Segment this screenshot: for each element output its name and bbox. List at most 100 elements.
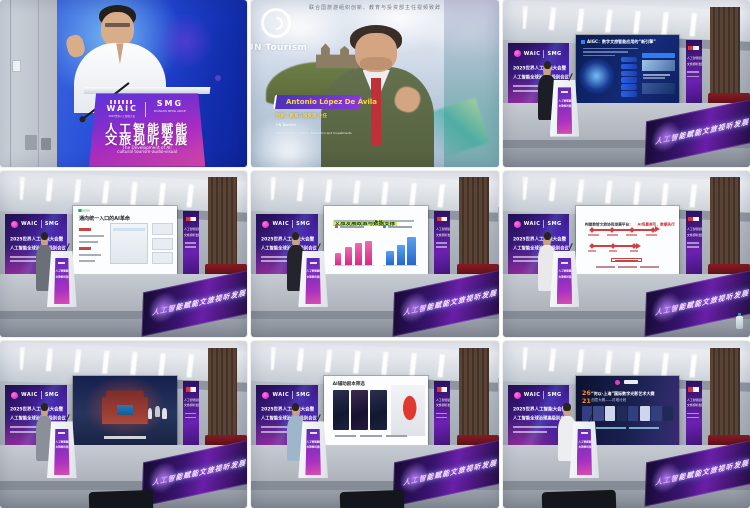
slide-title-accent: AI场景牵引、数据先行	[637, 221, 675, 227]
side-banner-line2: 文旅视听发展	[184, 403, 199, 407]
wall-subtext-bar	[261, 260, 296, 263]
text-bar	[333, 220, 376, 222]
bar	[396, 245, 405, 265]
speaker-title-en: Director of Innovation, Education and In…	[276, 130, 352, 135]
wall-title-line1: 2025世界人工智能大会暨	[512, 237, 566, 243]
robot-figure	[147, 407, 153, 419]
bullet-icon	[580, 40, 585, 45]
led-screen: AI辅助剧本筛选	[324, 376, 429, 445]
text-bar	[184, 416, 196, 419]
podium-line2: 文旅视听发展	[55, 275, 70, 279]
side-banner: 人工智能赋能 文旅视听发展	[685, 210, 702, 279]
photo-keynote-closeup: WAIC 2025世界人工智能大会 SMG SHANGHAI MEDIA GRO…	[0, 0, 248, 167]
sponsor-logo-icon	[185, 387, 196, 392]
date-numbers: 26 21	[582, 390, 591, 405]
podium-line2: 文旅视听发展	[558, 275, 573, 279]
side-banner: 人工智能赋能 文旅视听发展	[685, 39, 702, 109]
wall-title-line1: 2025世界人工智能大会暨	[512, 407, 566, 413]
smg-logo-bar	[624, 380, 639, 385]
smg-logo-subtext: SHANGHAI MEDIA GROUP	[153, 109, 187, 113]
thumbnail	[642, 83, 676, 94]
logo-row: WAIC SMG	[11, 220, 63, 230]
bar	[407, 236, 416, 265]
photo-stage-ai-entry: WAIC SMG 2025世界人工智能大会暨 人工智能全球治理高级别会议 通向统…	[0, 170, 248, 338]
un-tourism-logo-icon	[261, 8, 292, 39]
stage-edge	[502, 481, 750, 490]
forum-title-line2: 文旅视听发展	[105, 133, 190, 148]
side-banner-line2: 文旅视听发展	[184, 233, 199, 237]
logo-divider	[40, 220, 42, 229]
smg-logo: SMG SHANGHAI MEDIA GROUP	[152, 99, 188, 113]
podium: 人工智能赋能 文旅视听发展	[550, 80, 580, 137]
side-banner-line1: 人工智能赋能	[184, 227, 199, 231]
photo-stage-policy-charts: WAIC SMG 2025世界人工智能大会暨 人工智能全球治理高级别会议 文旅发…	[251, 170, 499, 338]
logo-row: WAIC SMG	[513, 220, 566, 230]
waic-logo-icon	[262, 391, 270, 399]
podium-line2: 文旅视听发展	[578, 445, 592, 449]
smg-logo-text: SMG	[547, 221, 562, 228]
wall-title-line2: 人工智能全球治理高级别会议	[512, 416, 569, 422]
wall-subtext-bar	[9, 260, 45, 263]
filmstrip-thumbnails	[581, 406, 674, 422]
wood-wall	[459, 177, 489, 271]
caption-bar	[104, 436, 146, 440]
text-bar	[687, 412, 699, 415]
panel-header	[642, 52, 676, 58]
logo-row: WAIC SMG	[262, 220, 314, 230]
wall-title-line1: 2025世界人工智能大会暨	[261, 237, 315, 243]
photo-stage-contest: WAIC SMG 2025世界人工智能大会暨 人工智能全球治理高级别会议 26 …	[502, 341, 750, 508]
podium-front: 人工智能赋能 文旅视听发展	[54, 258, 70, 305]
led-screen: 文旅发展政策与数据支撑	[324, 205, 429, 274]
text-bar	[382, 220, 414, 222]
slide-title: AIGC：数字文旅智能应用的“新引擎”	[586, 40, 656, 45]
podium-line2: 文旅视听发展	[306, 445, 321, 449]
side-banner-line1: 人工智能赋能	[686, 56, 702, 61]
side-banner: 人工智能赋能 文旅视听发展	[183, 210, 200, 279]
slide-text-bars	[79, 227, 106, 266]
purple-glow	[153, 13, 218, 70]
side-banner-line2: 文旅视听发展	[686, 403, 702, 407]
podium: 人工智能赋能 文旅视听发展	[298, 251, 328, 308]
wall-subtext-bar	[261, 431, 296, 434]
smg-logo-text: SMG	[547, 50, 562, 57]
led-screen: AIGC：数字文旅智能应用的“新引擎”	[575, 34, 680, 104]
podium-line2: 文旅视听发展	[55, 445, 70, 449]
side-banner-line1: 人工智能赋能	[686, 398, 702, 402]
timeline-labels	[588, 233, 657, 236]
podium-line2: 文旅视听发展	[558, 104, 573, 108]
speaker-head	[40, 402, 49, 419]
waic-logo-icon	[615, 379, 621, 385]
sponsor-logo-icon	[688, 216, 699, 221]
red-bench	[205, 263, 248, 276]
wall-title-line1: 2025世界人工智能大会暨	[261, 407, 315, 413]
wood-wall	[207, 177, 238, 271]
slide-title: “何以·上海”国际数字光影艺术大赛	[591, 391, 655, 397]
footer-text-bars	[596, 426, 659, 429]
logo-divider	[292, 391, 294, 400]
podium: WAIC 2025世界人工智能大会 SMG SHANGHAI MEDIA GRO…	[89, 93, 206, 167]
red-bench	[707, 93, 750, 105]
text-bar	[435, 412, 448, 415]
wall-title-line1: 2025世界人工智能大会暨	[512, 66, 566, 72]
logo-row: WAIC SMG	[513, 390, 566, 400]
side-banner: 人工智能赋能 文旅视听发展	[183, 381, 200, 450]
text-bar	[687, 71, 699, 73]
waic-logo-text: WAIC	[106, 103, 138, 113]
podium-line1: 人工智能赋能	[55, 269, 70, 273]
waic-logo-icon	[11, 391, 19, 399]
waic-logo-text: WAIC	[272, 221, 290, 228]
smg-logo-text: SMG	[296, 221, 311, 228]
side-banner-line2: 文旅视听发展	[686, 233, 702, 237]
floor-banner-text: 人工智能赋能文旅视听发展	[654, 117, 749, 146]
vendor-logo-icon	[78, 209, 90, 213]
podium: 人工智能赋能 文旅视听发展	[47, 421, 77, 478]
bar	[385, 251, 394, 265]
speaker-face	[101, 11, 134, 47]
wall-subtext-bar	[261, 255, 306, 258]
text-bar	[687, 242, 699, 244]
logo-divider	[543, 49, 545, 58]
smg-logo-text: SMG	[44, 221, 59, 228]
text-bar	[184, 246, 196, 248]
waic-logo-icon	[513, 391, 521, 399]
